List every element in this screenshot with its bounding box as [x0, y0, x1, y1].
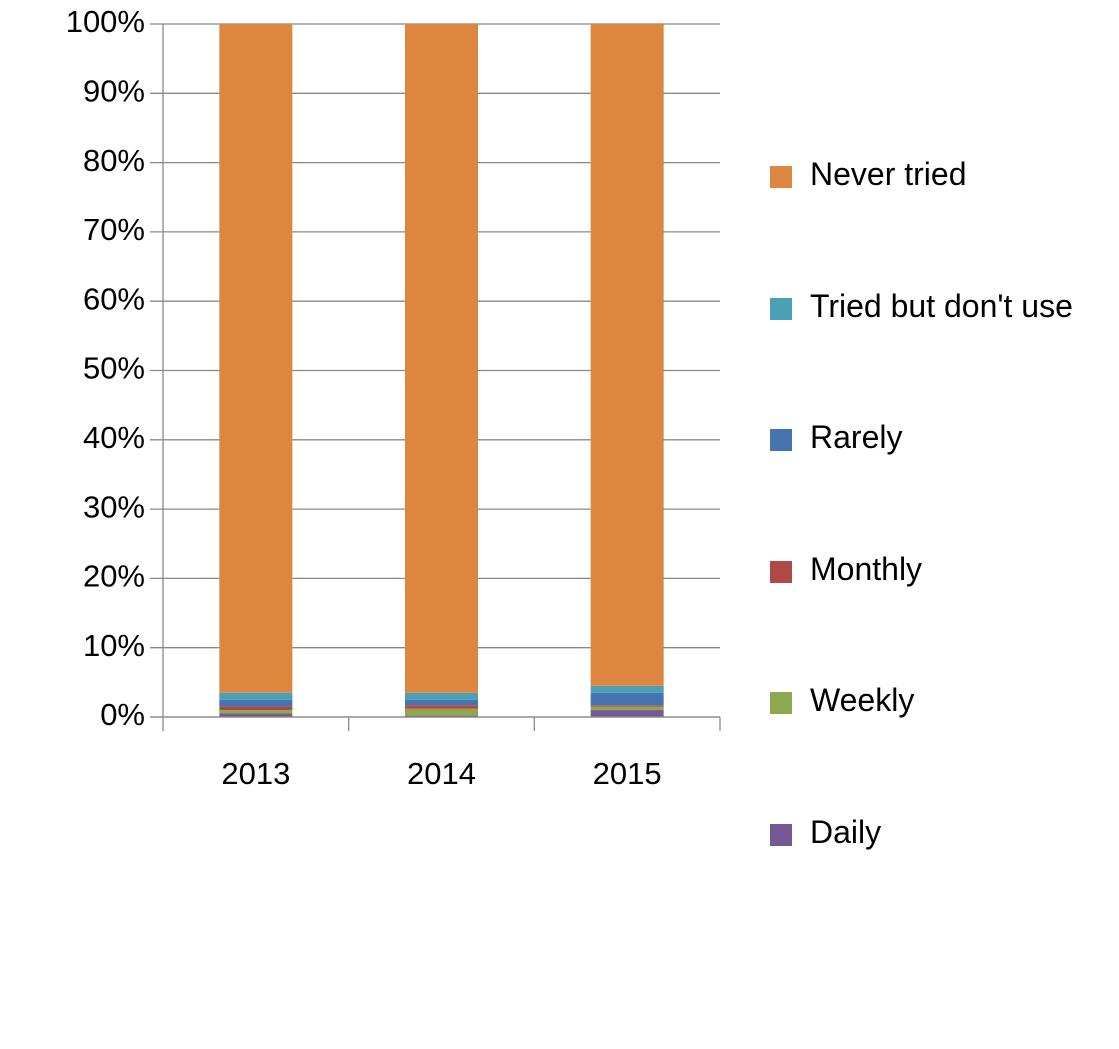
y-tick-label: 80% [83, 143, 145, 178]
legend-swatch [770, 297, 792, 320]
y-tick-label: 40% [83, 420, 145, 455]
bar-segment [405, 708, 478, 716]
legend-entry: Tried but don't use [770, 288, 1080, 337]
legend-swatch [770, 560, 792, 583]
y-tick-label: 0% [100, 697, 145, 732]
legend-label: Weekly [810, 682, 915, 719]
legend-swatch [770, 166, 792, 188]
x-tick-label: 2013 [221, 756, 290, 791]
bar-segment [219, 710, 293, 714]
bar-segment [219, 699, 293, 707]
legend-entry: Weekly [770, 682, 1080, 731]
legend-swatch [770, 824, 792, 846]
bar-segment [219, 24, 293, 693]
y-tick-label: 50% [83, 351, 145, 386]
bar-segment [219, 713, 293, 717]
y-tick-label: 10% [83, 628, 145, 663]
legend-label: Tried but don't use [810, 287, 1073, 324]
x-tick-label: 2014 [407, 756, 476, 791]
bar-segment [590, 24, 664, 686]
legend-label: Daily [810, 814, 882, 850]
y-tick-label: 20% [83, 559, 145, 594]
y-tick-label: 100% [66, 4, 145, 39]
legend-entry: Daily [770, 814, 1080, 863]
bar-segment [590, 692, 664, 706]
legend-entry: Monthly [770, 551, 1080, 600]
bar-segment [219, 706, 293, 711]
x-tick-label: 2015 [593, 756, 662, 791]
bar-segment [405, 692, 478, 700]
legend-swatch [770, 692, 792, 715]
legend-entry: Never tried [770, 156, 1080, 205]
bar-segment [405, 24, 478, 693]
bar-segment [219, 692, 293, 700]
bar-segment [405, 705, 478, 709]
y-tick-label: 30% [83, 489, 145, 524]
bar-segment [590, 685, 664, 693]
legend-label: Monthly [810, 550, 923, 587]
bar-segment [590, 706, 664, 711]
legend-swatch [770, 429, 792, 452]
y-tick-label: 90% [83, 73, 145, 108]
y-tick-label: 60% [83, 281, 145, 316]
bar-segment [590, 710, 664, 717]
legend-entry: Rarely [770, 419, 1080, 468]
legend-label: Never tried [810, 156, 967, 192]
legend-label: Rarely [810, 419, 903, 456]
bar-segment [590, 705, 664, 707]
bar-segment [405, 715, 478, 717]
y-tick-label: 70% [83, 212, 145, 247]
bar-segment [405, 699, 478, 706]
